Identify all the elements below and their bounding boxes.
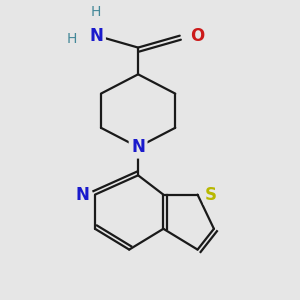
Text: H: H xyxy=(91,5,101,20)
Text: H: H xyxy=(67,32,77,46)
Text: N: N xyxy=(90,27,104,45)
Text: N: N xyxy=(131,138,145,156)
Text: O: O xyxy=(190,27,204,45)
Text: S: S xyxy=(205,186,217,204)
Text: N: N xyxy=(75,186,89,204)
